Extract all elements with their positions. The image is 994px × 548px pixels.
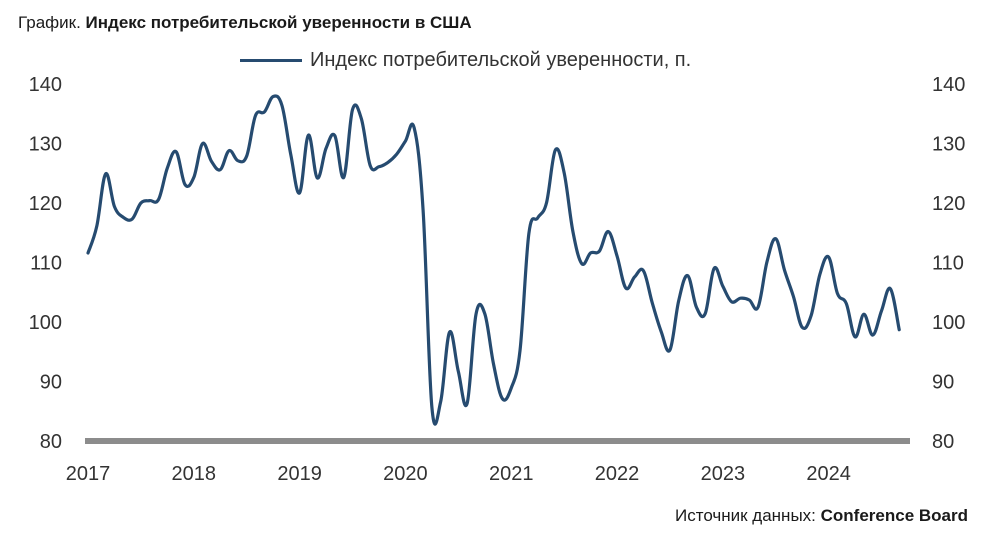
y-tick-label-right: 100 (932, 312, 965, 334)
chart-title: График. Индекс потребительской увереннос… (18, 13, 472, 33)
x-tick-label: 2017 (66, 463, 111, 485)
legend-series-label: Индекс потребительской уверенности, п. (310, 48, 692, 71)
source-label: Источник данных: (675, 506, 816, 525)
source-name: Conference Board (820, 506, 968, 525)
y-tick-label-left: 140 (29, 74, 62, 96)
title-prefix: График. (18, 13, 81, 32)
x-tick-label: 2021 (489, 463, 534, 485)
y-tick-label-left: 110 (30, 253, 62, 275)
title-text: Индекс потребительской уверенности в США (85, 13, 472, 32)
y-tick-label-left: 130 (29, 134, 62, 156)
y-tick-label-right: 140 (932, 74, 965, 96)
legend: Индекс потребительской уверенности, п. (240, 46, 691, 74)
x-tick-label: 2018 (172, 463, 217, 485)
y-tick-label-left: 80 (40, 431, 62, 453)
y-tick-label-left: 120 (29, 193, 62, 215)
y-tick-label-right: 80 (932, 431, 954, 453)
x-tick-label: 2020 (383, 463, 428, 485)
y-tick-label-left: 100 (29, 312, 62, 334)
x-tick-label: 2019 (277, 463, 322, 485)
series-line-consumer-confidence (86, 94, 901, 426)
x-tick-label: 2024 (806, 463, 851, 485)
y-tick-label-right: 130 (932, 134, 965, 156)
x-tick-label: 2022 (595, 463, 640, 485)
y-tick-label-right: 90 (932, 372, 954, 394)
legend-line-swatch (240, 58, 302, 62)
y-tick-label-right: 120 (932, 193, 965, 215)
y-tick-label-left: 90 (40, 372, 62, 394)
x-tick-label: 2023 (701, 463, 746, 485)
y-tick-label-right: 110 (932, 253, 964, 275)
source-note: Источник данных: Conference Board (675, 506, 968, 526)
